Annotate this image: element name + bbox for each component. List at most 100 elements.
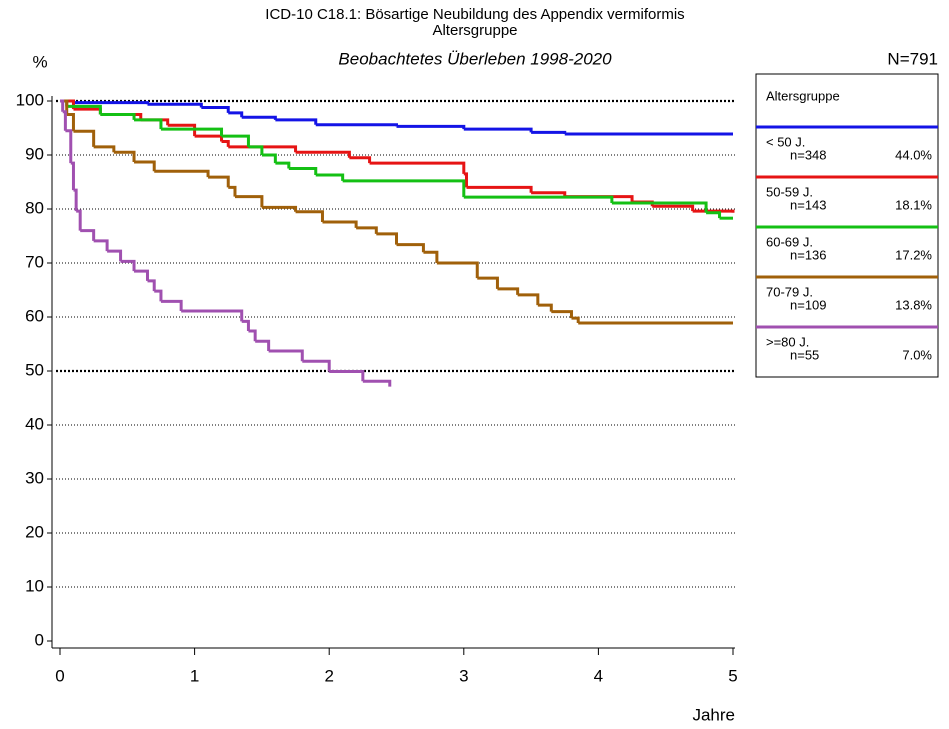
- survival-step: [369, 161, 466, 174]
- survival-step: [463, 195, 614, 204]
- survival-step: [241, 319, 250, 332]
- legend-share: 17.2%: [895, 247, 932, 262]
- legend-count: n=143: [790, 197, 827, 212]
- survival-step: [423, 250, 439, 263]
- survival-step: [73, 107, 102, 115]
- chart-subtitle: Altersgruppe: [432, 22, 517, 39]
- y-tick-label: 80: [25, 198, 44, 217]
- survival-step: [62, 110, 67, 131]
- legend-share: 13.8%: [895, 297, 932, 312]
- survival-step: [147, 279, 156, 292]
- legend-count: n=348: [790, 147, 827, 162]
- x-tick-label: 1: [190, 666, 199, 685]
- y-tick-label: 40: [25, 414, 44, 433]
- survival-step: [147, 102, 203, 108]
- survival-step: [288, 167, 318, 175]
- survival-step: [66, 104, 102, 115]
- survival-step: [356, 226, 378, 234]
- survival-step: [234, 195, 264, 208]
- survival-step: [275, 161, 291, 169]
- survival-step: [531, 130, 567, 134]
- survival-step: [268, 349, 304, 362]
- survival-step: [65, 129, 73, 164]
- survival-step: [706, 211, 722, 219]
- survival-step: [80, 229, 96, 241]
- survival-step: [66, 113, 75, 132]
- survival-step: [463, 172, 468, 188]
- survival-step: [201, 105, 230, 113]
- x-tick-label: 5: [728, 666, 737, 685]
- survival-step: [652, 204, 695, 212]
- survival-step: [181, 309, 244, 322]
- legend-label: >=80 J.: [766, 334, 809, 349]
- survival-step: [76, 209, 82, 231]
- y-axis-label: %: [32, 52, 47, 71]
- survival-step: [295, 210, 324, 222]
- y-tick-label: 70: [25, 252, 44, 271]
- survival-step: [497, 287, 520, 295]
- survival-step: [537, 303, 553, 312]
- survival-step: [134, 160, 156, 172]
- survival-step: [241, 115, 277, 120]
- survival-step: [463, 127, 533, 133]
- survival-step: [248, 329, 257, 342]
- y-tick-label: 100: [16, 90, 44, 109]
- survival-step: [73, 101, 149, 105]
- survival-step: [376, 232, 398, 245]
- x-tick-label: 2: [324, 666, 333, 685]
- survival-step: [73, 188, 78, 212]
- y-tick-label: 0: [35, 630, 44, 649]
- survival-step: [571, 316, 580, 323]
- survival-step: [113, 150, 136, 163]
- y-tick-label: 50: [25, 360, 44, 379]
- x-tick-label: 0: [55, 666, 64, 685]
- survival-step: [228, 185, 237, 197]
- y-tick-label: 20: [25, 522, 44, 541]
- survival-step: [362, 379, 392, 387]
- chart-subtitle-2: Beobachtetes Überleben 1998-2020: [338, 49, 612, 68]
- legend-label: 50-59 J.: [766, 184, 813, 199]
- legend-share: 18.1%: [895, 197, 932, 212]
- y-tick-label: 10: [25, 576, 44, 595]
- x-tick-label: 4: [594, 666, 603, 685]
- survival-step: [396, 124, 466, 130]
- legend-title: Altersgruppe: [766, 88, 840, 103]
- survival-step: [295, 150, 351, 158]
- legend-label: 60-69 J.: [766, 234, 813, 249]
- survival-step: [275, 118, 318, 125]
- legend-label: 70-79 J.: [766, 284, 813, 299]
- survival-step: [120, 259, 136, 272]
- survival-step: [70, 161, 75, 191]
- survival-step: [93, 239, 109, 252]
- survival-step: [322, 220, 358, 228]
- survival-step: [261, 205, 298, 212]
- survival-step: [517, 293, 540, 306]
- survival-step: [154, 289, 163, 302]
- legend-count: n=55: [790, 347, 819, 362]
- survival-step: [208, 175, 230, 188]
- survival-step: [349, 156, 372, 164]
- survival-step: [107, 249, 123, 262]
- survival-step: [221, 134, 250, 147]
- survival-step: [315, 173, 345, 181]
- survival-step: [466, 185, 533, 193]
- survival-step: [248, 145, 264, 155]
- survival-step: [228, 111, 244, 118]
- survival-step: [194, 134, 224, 142]
- y-tick-label: 90: [25, 144, 44, 163]
- survival-step: [302, 359, 331, 372]
- legend-share: 7.0%: [902, 347, 932, 362]
- survival-step: [93, 145, 116, 153]
- survival-step: [436, 261, 479, 279]
- survival-step: [154, 169, 210, 178]
- survival-step: [167, 123, 197, 137]
- survival-step: [73, 129, 96, 147]
- survival-step: [134, 269, 149, 281]
- survival-step: [100, 113, 136, 120]
- survival-step: [329, 370, 365, 382]
- y-tick-label: 60: [25, 306, 44, 325]
- total-count: N=791: [887, 49, 938, 68]
- legend-share: 44.0%: [895, 147, 932, 162]
- survival-step: [221, 140, 230, 147]
